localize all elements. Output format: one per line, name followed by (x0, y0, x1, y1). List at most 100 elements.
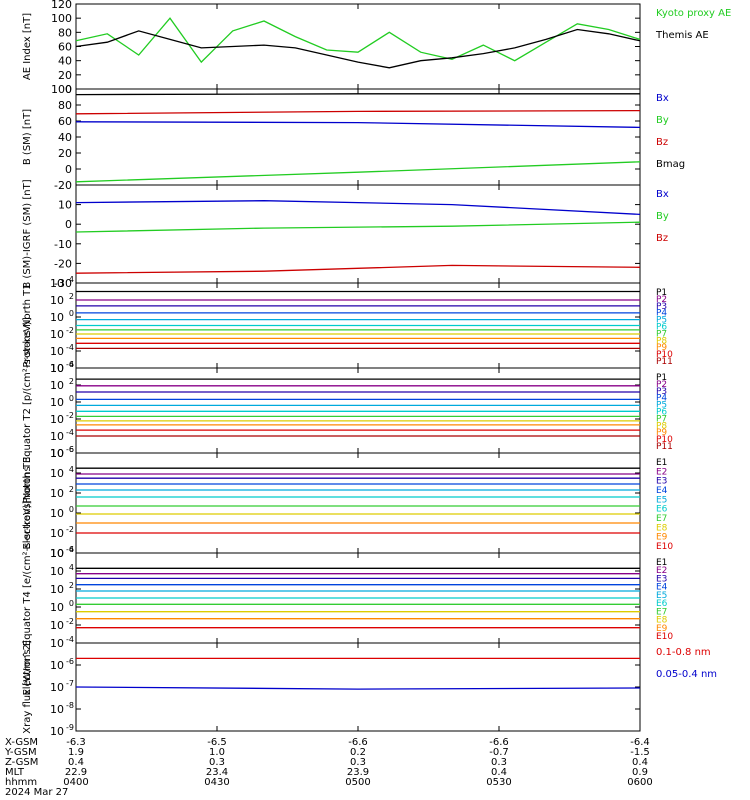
x-axis-value: -6.6 (489, 737, 509, 748)
legend-entry: E7 (656, 514, 667, 524)
legend-entry: P2 (656, 295, 667, 305)
x-axis-value: 0500 (345, 777, 370, 788)
y-tick-label: 100 (51, 12, 72, 25)
legend-entry: P9 (656, 343, 667, 353)
legend-entry: P1 (656, 373, 667, 383)
series-line (75, 200, 641, 216)
y-tick-label: -10 (54, 238, 72, 251)
x-axis-value: 23.4 (206, 767, 228, 778)
x-axis-value: 0530 (486, 777, 511, 788)
x-axis-value: 0400 (63, 777, 88, 788)
y-tick-label: 10 -4 (50, 635, 74, 650)
panel-frame (75, 367, 641, 454)
date-label: 2024 Mar 27 (5, 787, 68, 798)
x-axis-row-label: Z-GSM (5, 757, 38, 768)
y-tick-label: 20 (58, 147, 72, 160)
y-tick-label: 10 -4 (50, 428, 74, 443)
legend-entry: P11 (656, 442, 673, 452)
series-line (75, 28, 641, 69)
legend-entry: P7 (656, 414, 667, 424)
legend-entry: E9 (656, 624, 668, 634)
x-axis-value: 0600 (627, 777, 652, 788)
y-tick-label: 40 (58, 55, 72, 68)
x-axis-value: -1.5 (630, 747, 650, 758)
x-axis-value: 0.3 (350, 757, 366, 768)
x-axis-value: 0.9 (632, 767, 648, 778)
y-tick-label: 10 6 (50, 545, 74, 560)
series-line (75, 161, 641, 183)
legend-entry: P8 (656, 336, 667, 346)
y-tick-label: 10 2 (50, 485, 74, 500)
x-axis-value: 0.3 (209, 757, 225, 768)
y-axis-label: Xray flux [W/m^2] (22, 640, 33, 734)
legend-entry: E6 (656, 505, 668, 515)
y-axis-label: AE Index [nT] (22, 13, 33, 80)
series-line (75, 109, 641, 115)
y-tick-label: 10 4 (50, 563, 74, 578)
panel-3: -30 -20 -10 0 10 B (SM)-IGRF (SM) [nT] Bx By Bz (22, 179, 669, 290)
legend-entry: 0.1-0.8 nm (656, 647, 711, 658)
legend-entry: E2 (656, 566, 667, 576)
y-tick-label: 60 (58, 115, 72, 128)
y-tick-label: 10 -6 (50, 657, 74, 672)
y-tick-label: 0 (65, 83, 72, 96)
legend-entry: E5 (656, 495, 667, 505)
series-line (75, 264, 641, 274)
legend-entry: Bz (656, 233, 668, 244)
y-tick-label: 10 -7 (50, 679, 74, 694)
legend-entry: E6 (656, 599, 668, 609)
legend-entry: P5 (656, 401, 667, 411)
x-axis-value: 0430 (204, 777, 229, 788)
x-axis-row-label: hhmm (5, 777, 37, 788)
y-tick-label: 10 2 (50, 292, 74, 307)
y-tick-label: 60 (58, 41, 72, 54)
y-tick-label: 10 4 (50, 360, 74, 375)
y-tick-label: 10 2 (50, 581, 74, 596)
y-tick-label: 10 6 (50, 445, 74, 460)
y-tick-label: 10 4 (50, 465, 74, 480)
x-axis-value: -6.6 (348, 737, 368, 748)
legend-entry: E3 (656, 574, 667, 584)
y-tick-label: 20 (58, 69, 72, 82)
x-axis-value: 0.4 (68, 757, 84, 768)
y-tick-label: 40 (58, 131, 72, 144)
y-axis-label: Electrons North T3 (22, 456, 33, 549)
panel-frame (75, 3, 641, 90)
y-tick-label: 10 (58, 199, 72, 212)
y-axis-label: Electrons Equator T4 [e/(cm²-s-sr-keV)] (22, 500, 33, 695)
series-line (75, 93, 640, 96)
x-axis-value: -0.7 (489, 747, 509, 758)
series-line (75, 121, 641, 129)
y-tick-label: 0 (65, 163, 72, 176)
x-axis-value: -6.5 (207, 737, 227, 748)
legend-entry: E10 (656, 542, 673, 552)
legend-entry: P6 (656, 408, 667, 418)
y-tick-label: 0 (65, 218, 72, 231)
x-axis-value: -6.4 (630, 737, 650, 748)
legend-entry: E4 (656, 583, 668, 593)
legend-entry: E5 (656, 591, 667, 601)
y-axis-label: Protons North T1 (22, 283, 33, 367)
legend-entry: P9 (656, 428, 667, 438)
x-axis-annotation: X-GSM -6.3 -6.5 -6.6 -6.6 -6.4 Y-GSM 1.9 1.0 0.2 -… (4, 737, 653, 798)
x-axis-value: 0.4 (491, 767, 507, 778)
legend-entry: E8 (656, 523, 668, 533)
y-tick-label: 100 (51, 83, 72, 96)
legend-entry: Bz (656, 137, 668, 148)
y-axis-label: B (SM)-IGRF (SM) [nT] (22, 179, 33, 288)
legend-entry: P2 (656, 380, 667, 390)
legend-entry: P8 (656, 421, 667, 431)
legend-entry: Bx (656, 93, 669, 104)
legend-entry: P5 (656, 316, 667, 326)
legend-entry: 0.05-0.4 nm (656, 669, 717, 680)
x-axis-value: 0.3 (491, 757, 507, 768)
legend-entry: Bx (656, 189, 669, 200)
y-tick-label: 10 -2 (50, 525, 74, 540)
